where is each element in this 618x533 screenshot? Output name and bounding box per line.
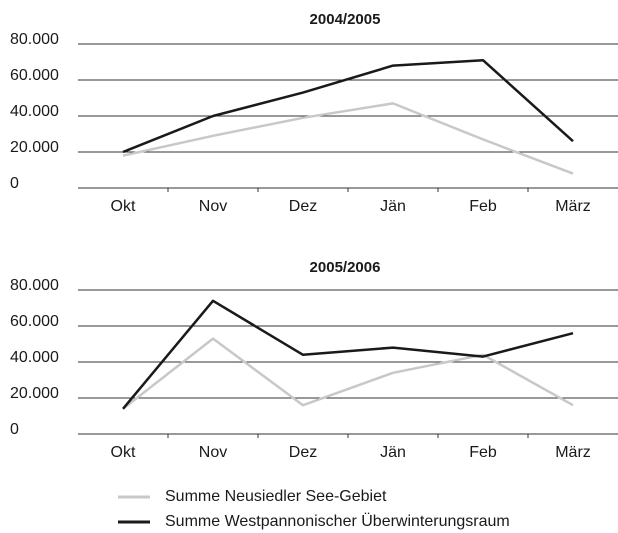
y-tick-label: 60.000 [10,313,59,330]
y-tick-label: 40.000 [10,103,59,120]
chart-title: 2004/2005 [310,11,381,28]
y-tick-label: 0 [10,175,19,192]
x-tick-label: März [555,444,591,461]
x-tick-label: Okt [111,444,136,461]
x-tick-label: Feb [469,198,497,215]
x-tick-label: Dez [289,444,317,461]
chart-title: 2005/2006 [310,259,381,276]
y-tick-label: 60.000 [10,67,59,84]
y-tick-label: 80.000 [10,31,59,48]
y-tick-label: 80.000 [10,277,59,294]
x-tick-label: Feb [469,444,497,461]
legend-label: Summe Westpannonischer Überwinterungsrau… [165,512,510,530]
legend-label: Summe Neusiedler See-Gebiet [165,488,387,505]
series-line [122,299,574,410]
x-tick-label: Nov [199,198,227,215]
series-line [122,58,574,154]
x-tick-label: März [555,198,591,215]
x-tick-label: Okt [111,198,136,215]
series-line [122,102,574,175]
x-tick-label: Dez [289,198,317,215]
x-tick-label: Jän [380,198,406,215]
y-tick-label: 20.000 [10,385,59,402]
y-tick-label: 20.000 [10,139,59,156]
x-tick-label: Jän [380,444,406,461]
x-tick-label: Nov [199,444,227,461]
series-line [122,337,574,410]
y-tick-label: 0 [10,421,19,438]
y-tick-label: 40.000 [10,349,59,366]
